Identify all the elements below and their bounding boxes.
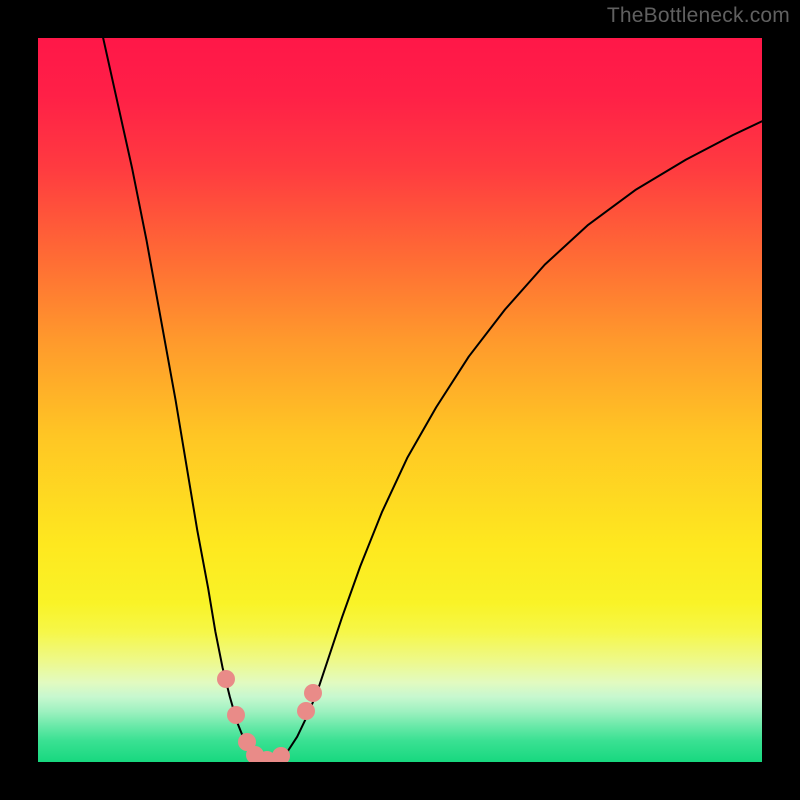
highlight-marker [297,702,315,720]
marker-layer [38,38,762,762]
highlight-marker [227,706,245,724]
highlight-marker [272,747,290,762]
plot-area [38,38,762,762]
page-root: TheBottleneck.com [0,0,800,800]
watermark-text: TheBottleneck.com [607,4,790,28]
highlight-marker [217,670,235,688]
highlight-marker [304,684,322,702]
